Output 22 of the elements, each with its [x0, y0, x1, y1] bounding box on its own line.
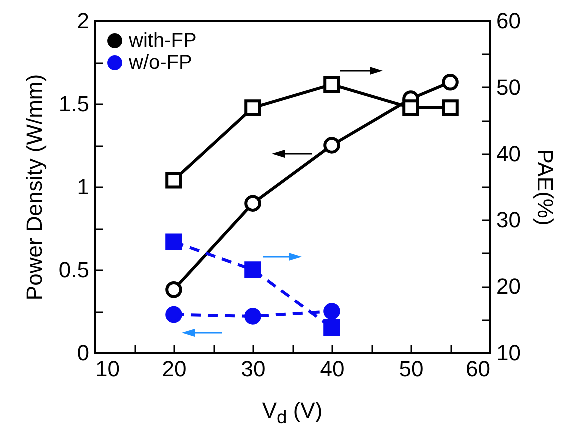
- y-tick-label: 0: [77, 340, 90, 366]
- legend-label: w/o-FP: [128, 52, 192, 74]
- x-axis-title: V$_{d}$ (V): [261, 398, 324, 428]
- x-tick-label: 50: [399, 356, 424, 382]
- y2-tick-label: 30: [496, 208, 521, 233]
- y-tick-label: 1: [77, 174, 90, 200]
- legend-label: with-FP: [128, 30, 197, 52]
- x-tick-label: 20: [162, 356, 187, 382]
- y2-tick-label: 20: [496, 274, 521, 300]
- y2-axis-title: PAE(%): [532, 149, 558, 226]
- y-tick-label: 2: [77, 8, 90, 34]
- y2-tick-label: 50: [496, 74, 521, 100]
- x-tick-label: 40: [320, 356, 345, 382]
- x-tick-label: 30: [241, 356, 266, 382]
- y2-tick-label: 40: [496, 141, 521, 166]
- x-tick-label: 10: [96, 356, 120, 382]
- y2-tick-label: 60: [496, 8, 521, 34]
- y-tick-label: 1.5: [58, 92, 90, 116]
- y2-tick-label: 10: [496, 340, 521, 366]
- y-tick-label: 0.5: [58, 258, 90, 282]
- y-axis-title: Power Density (W/mm): [22, 74, 47, 301]
- x-tick-label: 60: [466, 356, 490, 382]
